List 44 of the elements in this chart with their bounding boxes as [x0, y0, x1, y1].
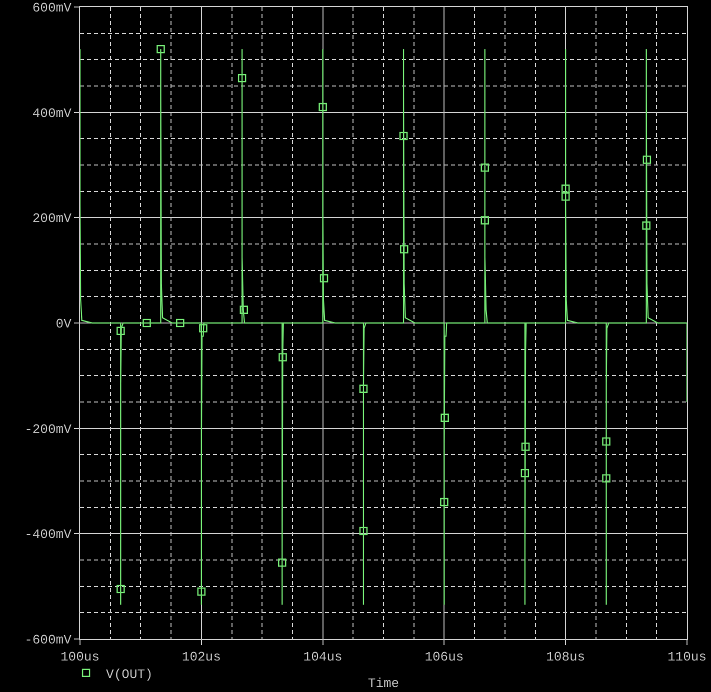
point	[199, 324, 208, 332]
point	[197, 587, 206, 596]
point	[278, 558, 286, 567]
point	[642, 221, 650, 230]
point	[116, 326, 125, 336]
point	[561, 184, 570, 193]
legend-label: V(OUT)	[106, 666, 153, 682]
point	[520, 468, 530, 478]
y-tick-label: 600mV	[32, 0, 72, 16]
y-tick-label: 400mV	[32, 106, 72, 121]
point	[116, 584, 125, 594]
x-tick-label: 104us	[303, 650, 342, 665]
point	[399, 132, 408, 140]
y-tick-label: -200mV	[24, 422, 72, 437]
point	[238, 74, 246, 82]
y-tick-label: 0V	[56, 316, 72, 332]
point	[440, 414, 449, 422]
x-tick-label: 106us	[424, 650, 464, 665]
x-tick-label: 110us	[667, 650, 707, 665]
point	[176, 318, 184, 328]
y-tick-label: -600mV	[24, 632, 72, 648]
x-tick-label: 102us	[182, 650, 221, 665]
point	[521, 442, 530, 451]
point	[359, 526, 368, 536]
point	[240, 306, 248, 314]
x-tick-label: 108us	[546, 650, 586, 665]
point	[642, 156, 652, 164]
y-tick-label: 200mV	[32, 211, 72, 226]
point	[480, 163, 490, 172]
point	[142, 318, 151, 328]
point	[320, 274, 328, 282]
point	[400, 245, 408, 254]
point	[480, 216, 490, 224]
x-tick-label: 100us	[60, 650, 100, 665]
point	[318, 102, 327, 112]
point	[602, 474, 610, 483]
point	[440, 498, 448, 506]
y-tick-label: -400mV	[24, 527, 72, 542]
point	[278, 353, 287, 362]
point	[359, 384, 368, 393]
point	[156, 44, 165, 54]
x-axis-title: Time	[368, 676, 400, 692]
point	[561, 192, 570, 201]
point	[602, 437, 610, 446]
